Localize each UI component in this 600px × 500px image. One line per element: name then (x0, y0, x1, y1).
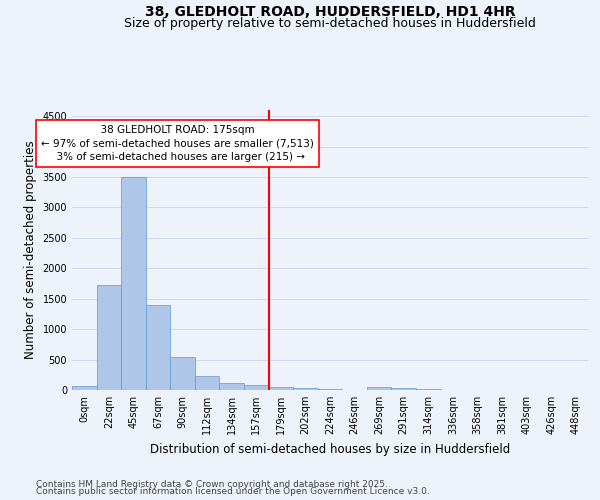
Y-axis label: Number of semi-detached properties: Number of semi-detached properties (24, 140, 37, 360)
Text: Size of property relative to semi-detached houses in Huddersfield: Size of property relative to semi-detach… (124, 18, 536, 30)
Bar (244, 386, 269, 390)
Text: 38, GLEDHOLT ROAD, HUDDERSFIELD, HD1 4HR: 38, GLEDHOLT ROAD, HUDDERSFIELD, HD1 4HR (145, 5, 515, 19)
Bar (367, 387, 391, 390)
Text: Distribution of semi-detached houses by size in Huddersfield: Distribution of semi-detached houses by … (150, 442, 510, 456)
Bar (293, 388, 318, 390)
Bar (146, 306, 170, 390)
Bar (72, 386, 97, 390)
Text: Contains HM Land Registry data © Crown copyright and database right 2025.: Contains HM Land Registry data © Crown c… (36, 480, 388, 489)
Bar (220, 383, 244, 390)
Text: Contains public sector information licensed under the Open Government Licence v3: Contains public sector information licen… (36, 488, 430, 496)
Text: 38 GLEDHOLT ROAD: 175sqm  
← 97% of semi-detached houses are smaller (7,513)
  3: 38 GLEDHOLT ROAD: 175sqm ← 97% of semi-d… (41, 125, 314, 162)
Bar (318, 389, 342, 390)
Bar (391, 388, 416, 390)
Bar (170, 357, 195, 390)
Bar (269, 386, 293, 390)
Bar (121, 177, 146, 390)
Bar (195, 376, 220, 390)
Bar (97, 286, 121, 390)
